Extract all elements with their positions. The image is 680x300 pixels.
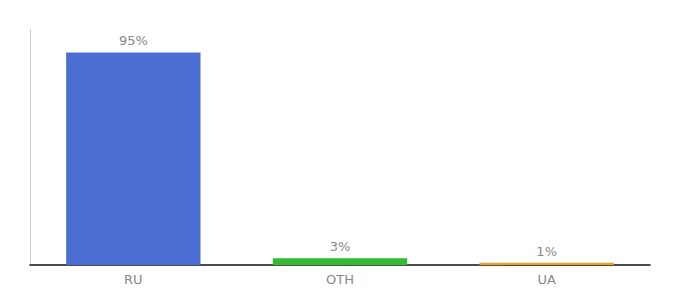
svg-text:95%: 95% [119,33,148,48]
svg-text:1%: 1% [536,244,557,259]
svg-text:UA: UA [537,272,556,287]
svg-text:OTH: OTH [326,272,354,287]
svg-text:RU: RU [124,272,143,287]
svg-text:3%: 3% [330,239,351,254]
